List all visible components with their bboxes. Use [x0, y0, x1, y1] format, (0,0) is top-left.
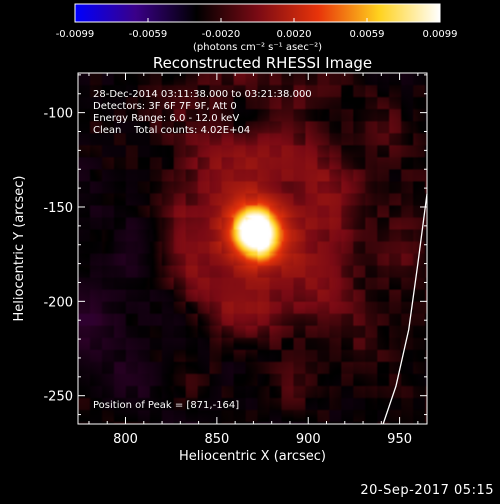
colorbar-tick-label: -0.0099 [56, 29, 95, 40]
heatmap-image [78, 73, 427, 424]
colorbar-tick-label: -0.0059 [129, 29, 168, 40]
colorbar-gradient [74, 3, 441, 23]
colorbar-tick-label: 0.0099 [423, 29, 458, 40]
y-tick-label: -150 [43, 201, 73, 216]
colorbar: -0.0099 -0.0059 -0.0020 0.0020 0.0059 0.0099 (… [0, 0, 500, 58]
solar-limb-line [382, 193, 428, 425]
annotation-peak-position: Position of Peak = [871,-164] [93, 400, 239, 411]
x-tick-label: 850 [204, 432, 229, 447]
x-tick-label: 800 [113, 432, 138, 447]
date-stamp: 20-Sep-2017 05:15 [360, 483, 494, 498]
x-tick-label: 900 [296, 432, 321, 447]
plot-frame [77, 72, 428, 425]
annotation-time-range: 28-Dec-2014 03:11:38.000 to 03:21:38.000 [93, 89, 312, 100]
colorbar-tick-label: 0.0059 [350, 29, 385, 40]
y-axis-label: Heliocentric Y (arcsec) [12, 176, 27, 322]
annotation-total-counts: Total counts: 4.02E+04 [133, 125, 250, 136]
colorbar-label: (photons cm⁻² s⁻¹ asec⁻²) [193, 42, 322, 53]
x-axis-label: Heliocentric X (arcsec) [179, 449, 326, 464]
y-tick-label: -100 [43, 107, 73, 122]
annotation-detectors: Detectors: 3F 6F 7F 9F, Att 0 [93, 101, 237, 112]
annotation-method: Clean [93, 125, 121, 136]
y-tick-label: -250 [43, 390, 73, 405]
colorbar-tick-label: -0.0020 [202, 29, 241, 40]
y-tick-label: -200 [43, 295, 73, 310]
colorbar-tick-label: 0.0020 [277, 29, 312, 40]
x-tick-label: 950 [387, 432, 412, 447]
chart-title: Reconstructed RHESSI Image [153, 54, 372, 72]
annotation-energy: Energy Range: 6.0 - 12.0 keV [93, 113, 239, 124]
